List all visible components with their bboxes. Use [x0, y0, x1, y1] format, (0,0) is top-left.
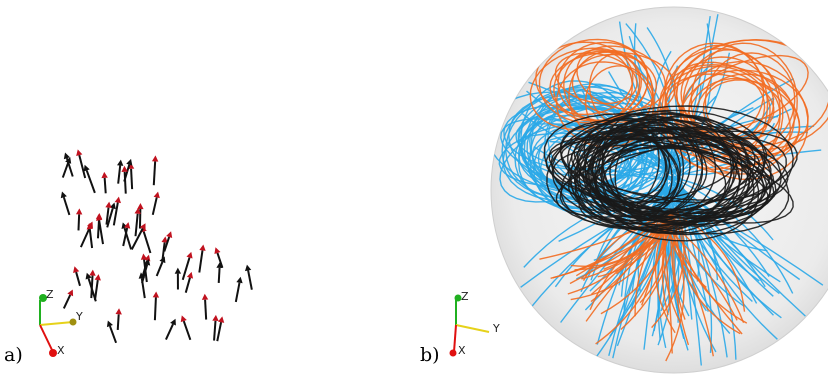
arrow: [117, 159, 124, 184]
field-line: [661, 220, 743, 335]
x-axis-line: [39, 324, 54, 353]
y-axis-handle: [69, 318, 77, 326]
arrow: [61, 157, 72, 178]
field-line: [560, 123, 680, 204]
z-axis-handle: [454, 294, 462, 302]
arrow: [115, 308, 122, 331]
field-line: [662, 228, 682, 324]
arrow: [141, 258, 151, 284]
arrow: [234, 276, 243, 303]
field-line: [554, 52, 638, 105]
arrow: [105, 201, 112, 225]
axis-triad-a: Z Y X: [39, 288, 83, 357]
arrow: [112, 196, 121, 226]
arrow: [83, 164, 96, 194]
field-line: [614, 114, 752, 235]
arrow: [73, 266, 81, 287]
arrow: [96, 214, 104, 245]
field-line: [601, 128, 671, 204]
arrow: [151, 191, 160, 216]
z-axis-label: Z: [461, 290, 469, 303]
field-line: [662, 189, 775, 316]
arrow: [76, 149, 87, 179]
arrow: [163, 231, 173, 252]
field-line: [665, 225, 685, 362]
field-line: [588, 118, 704, 220]
field-line: [675, 228, 741, 335]
field-line: [679, 54, 809, 133]
x-axis-line: [453, 324, 457, 353]
field-line: [595, 125, 768, 213]
field-line: [670, 226, 690, 346]
arrow: [180, 315, 192, 341]
arrow: [122, 222, 131, 247]
field-line: [601, 113, 685, 213]
field-line: [577, 124, 771, 227]
arrow: [60, 191, 71, 216]
y-axis-label: Y: [75, 310, 83, 323]
arrow: [155, 256, 166, 277]
field-line: [578, 125, 703, 222]
arrow: [174, 267, 182, 290]
z-axis-label: Z: [46, 288, 54, 301]
arrow: [134, 207, 141, 237]
field-line: [704, 52, 796, 149]
field-line: [690, 42, 798, 161]
field-line: [502, 96, 676, 203]
z-axis-handle: [39, 294, 47, 302]
field-line: [557, 41, 649, 122]
arrow: [212, 314, 219, 341]
y-axis-line: [455, 324, 490, 333]
arrow: [216, 316, 225, 342]
arrow: [165, 318, 176, 340]
field-line: [583, 117, 708, 204]
arrow: [62, 289, 74, 309]
arrow: [106, 320, 118, 344]
arrow: [214, 247, 224, 268]
arrow: [216, 261, 223, 283]
arrow: [130, 223, 146, 250]
arrow: [152, 291, 160, 321]
panel-a-label: a): [4, 344, 23, 366]
x-axis-label: X: [57, 344, 65, 357]
x-axis-handle: [449, 349, 457, 357]
panel-b-label: b): [420, 344, 440, 366]
field-line: [552, 215, 662, 279]
field-line: [548, 136, 769, 219]
arrow: [75, 208, 83, 231]
arrow: [181, 251, 193, 281]
arrow: [93, 274, 101, 301]
arrow: [151, 155, 159, 186]
field-line: [567, 127, 679, 211]
x-axis-label: X: [458, 344, 466, 357]
arrow-field-panel: Z Y X: [39, 149, 253, 357]
arrow: [101, 171, 108, 194]
black-field-lines: [543, 105, 798, 242]
arrow: [121, 165, 128, 194]
arrow: [198, 244, 206, 273]
field-line: [576, 126, 760, 242]
arrow-group: [60, 149, 253, 344]
field-line: [618, 175, 681, 286]
field-line: [555, 143, 760, 218]
field-line: [543, 112, 790, 235]
axis-triad-b: Z Y X: [449, 290, 500, 357]
arrow: [86, 223, 94, 249]
field-line: [498, 119, 672, 188]
field-line: [677, 23, 713, 176]
arrow: [137, 203, 144, 229]
field-line-panel: Z Y X: [449, 6, 828, 374]
field-line: [681, 191, 774, 297]
arrow: [244, 264, 253, 290]
arrow: [201, 293, 209, 320]
arrow: [89, 269, 96, 299]
field-line: [678, 175, 782, 319]
field-line: [559, 119, 750, 215]
arrow: [161, 236, 168, 261]
x-axis-handle: [49, 349, 57, 357]
arrow: [184, 271, 194, 293]
y-axis-line: [39, 321, 74, 326]
y-axis-label: Y: [492, 322, 500, 335]
